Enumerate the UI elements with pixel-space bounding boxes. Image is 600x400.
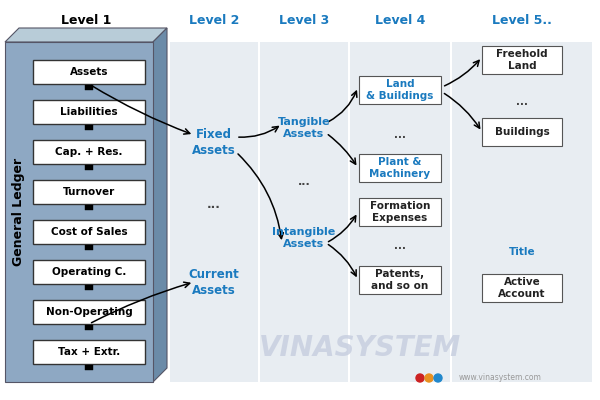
Polygon shape (153, 28, 167, 382)
Text: ...: ... (394, 130, 406, 140)
Text: Level 4: Level 4 (375, 14, 425, 26)
Text: Level 5..: Level 5.. (492, 14, 552, 26)
Bar (359, 154, 441, 182)
Text: ...: ... (516, 97, 528, 107)
Text: ...: ... (207, 198, 221, 212)
Text: Plant &
Machinery: Plant & Machinery (370, 157, 431, 179)
Text: Cap. + Res.: Cap. + Res. (55, 147, 123, 157)
Bar (33, 220, 145, 244)
Text: Turnover: Turnover (63, 187, 115, 197)
Bar (33, 300, 145, 324)
Text: Level 3: Level 3 (279, 14, 329, 26)
Bar (33, 180, 145, 204)
Text: Cost of Sales: Cost of Sales (50, 227, 127, 237)
Text: Fixed
Assets: Fixed Assets (192, 128, 236, 156)
Text: Current
Assets: Current Assets (188, 268, 239, 296)
Bar (482, 46, 562, 74)
Bar (359, 76, 441, 104)
Text: VINASYSTEM: VINASYSTEM (259, 334, 461, 362)
Bar (33, 100, 145, 124)
Bar (85, 85, 93, 90)
Circle shape (416, 374, 424, 382)
Text: Buildings: Buildings (494, 127, 550, 137)
Bar (5, 42, 153, 382)
Text: Formation
Expenses: Formation Expenses (370, 201, 430, 223)
Bar (33, 140, 145, 164)
Polygon shape (5, 28, 167, 42)
Bar (482, 118, 562, 146)
Text: Title: Title (509, 247, 535, 257)
Bar (85, 165, 93, 170)
Text: Non-Operating: Non-Operating (46, 307, 133, 317)
Text: Land
& Buildings: Land & Buildings (367, 79, 434, 101)
Text: ...: ... (394, 241, 406, 251)
Text: Tangible
Assets: Tangible Assets (278, 117, 330, 139)
Bar (85, 285, 93, 290)
Text: Operating C.: Operating C. (52, 267, 126, 277)
Bar (350, 42, 450, 382)
Text: www.vinasystem.com: www.vinasystem.com (458, 374, 541, 382)
Bar (33, 260, 145, 284)
Bar (85, 245, 93, 250)
Text: Level 2: Level 2 (189, 14, 239, 26)
Text: General Ledger: General Ledger (13, 158, 26, 266)
Bar (359, 266, 441, 294)
Bar (452, 42, 592, 382)
Text: Level 1: Level 1 (61, 14, 111, 26)
Circle shape (425, 374, 433, 382)
Circle shape (434, 374, 442, 382)
Text: Freehold
Land: Freehold Land (496, 49, 548, 71)
Text: Tax + Extr.: Tax + Extr. (58, 347, 120, 357)
Bar (33, 340, 145, 364)
Bar (85, 365, 93, 370)
Bar (260, 42, 348, 382)
Text: ...: ... (298, 177, 310, 187)
Text: Liabilities: Liabilities (60, 107, 118, 117)
Text: Intangible
Assets: Intangible Assets (272, 227, 335, 249)
Text: Patents,
and so on: Patents, and so on (371, 269, 428, 291)
Bar (170, 42, 258, 382)
Bar (359, 198, 441, 226)
Bar (482, 274, 562, 302)
Text: Active
Account: Active Account (498, 277, 546, 299)
Bar (85, 125, 93, 130)
Bar (33, 60, 145, 84)
Text: Assets: Assets (70, 67, 108, 77)
Bar (85, 205, 93, 210)
Bar (85, 325, 93, 330)
